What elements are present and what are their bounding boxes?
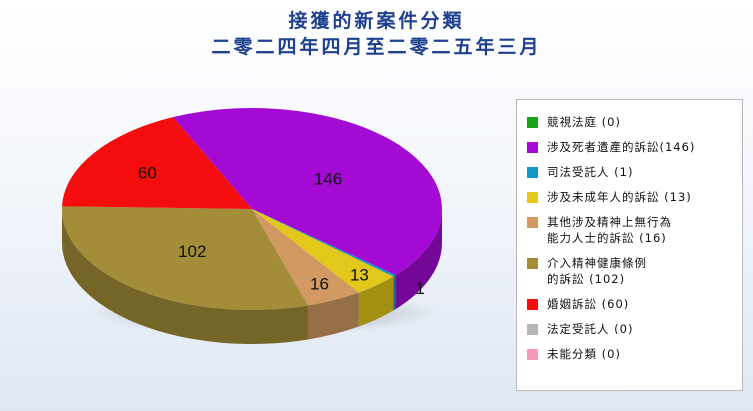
pie-data-label: 60 — [138, 163, 157, 182]
pie-slice — [172, 107, 442, 276]
legend-item: 競視法庭 (0) — [527, 114, 736, 130]
pie-slice — [62, 117, 252, 209]
pie-data-label: 102 — [178, 242, 206, 261]
chart-title-line2: 二零二四年四月至二零二五年三月 — [211, 36, 542, 58]
legend-swatch — [527, 299, 538, 310]
legend-item: 法定受託人 (0) — [527, 321, 736, 337]
pie-slice — [62, 206, 308, 310]
legend-label: 未能分類 (0) — [547, 347, 621, 361]
legend-swatch — [527, 258, 538, 269]
legend-item: 涉及未成年人的訴訟 (13) — [527, 189, 736, 205]
legend-label: 其他涉及精神上無行為 能力人士的訴訟 (16) — [547, 215, 672, 245]
pie-data-label: 13 — [350, 265, 369, 284]
pie-slice-side — [395, 209, 442, 310]
legend-label: 法定受託人 (0) — [547, 322, 634, 336]
legend-label: 涉及死者遺產的訴訟(146) — [547, 140, 696, 154]
legend-item: 其他涉及精神上無行為 能力人士的訴訟 (16) — [527, 214, 736, 246]
legend-item: 未能分類 (0) — [527, 346, 736, 362]
legend-swatch — [527, 142, 538, 153]
pie-slice-side — [307, 292, 359, 340]
legend-swatch — [527, 167, 538, 178]
legend-label: 司法受託人 (1) — [547, 165, 634, 179]
pie-data-label: 146 — [314, 170, 342, 189]
pie-data-label: 16 — [310, 275, 329, 294]
chart-title-line1: 接獲的新案件分類 — [288, 10, 465, 32]
pie-slice — [252, 209, 359, 306]
legend-item: 司法受託人 (1) — [527, 164, 736, 180]
chart-legend: 競視法庭 (0) 涉及死者遺產的訴訟(146) 司法受託人 (1) 涉及未成年人的訴訟… — [516, 99, 743, 391]
legend-swatch — [527, 349, 538, 360]
chart-title: 接獲的新案件分類 二零二四年四月至二零二五年三月 — [0, 8, 753, 60]
legend-label: 介入精神健康條例 的訴訟 (102) — [547, 256, 647, 286]
legend-label: 競視法庭 (0) — [547, 115, 621, 129]
pie-data-label: 1 — [415, 279, 424, 298]
pie-slice — [252, 209, 394, 293]
legend-swatch — [527, 324, 538, 335]
legend-swatch — [527, 217, 538, 228]
legend-swatch — [527, 192, 538, 203]
legend-item: 婚姻訴訟 (60) — [527, 296, 736, 312]
pie-slice-side — [358, 276, 394, 327]
legend-label: 婚姻訴訟 (60) — [547, 297, 630, 311]
pie-slice-side — [393, 275, 396, 311]
legend-label: 涉及未成年人的訴訟 (13) — [547, 190, 692, 204]
pie-slice-side — [62, 209, 308, 344]
pie-slice — [252, 209, 396, 277]
legend-item: 介入精神健康條例 的訴訟 (102) — [527, 255, 736, 287]
legend-item: 涉及死者遺產的訴訟(146) — [527, 139, 736, 155]
legend-swatch — [527, 117, 538, 128]
